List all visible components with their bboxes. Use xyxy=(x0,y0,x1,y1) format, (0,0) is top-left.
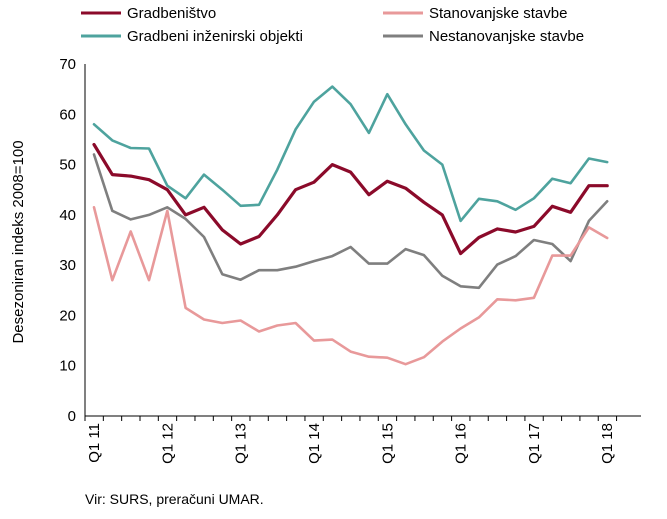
x-tick-label: Q1 15 xyxy=(379,423,396,464)
x-tick-label: Q1 18 xyxy=(599,423,616,464)
x-tick-label: Q1 13 xyxy=(233,423,250,464)
series-lines xyxy=(92,85,609,366)
legend-label-2: Gradbeni inženirski objekti xyxy=(127,28,303,45)
y-tick-label: 0 xyxy=(68,408,76,425)
legend: Gradbeništvo Stanovanjske stavbe Gradbeni … xyxy=(81,5,584,45)
x-axis: Q1 11 Q1 12 Q1 13 Q1 14 Q1 15 Q1 16 Q1 17 Q1 18 xyxy=(84,415,641,464)
legend-label-0: Gradbeništvo xyxy=(127,5,216,22)
y-axis: 0 10 20 30 40 50 60 70 xyxy=(59,56,86,425)
y-tick-label: 20 xyxy=(59,307,76,324)
y-tick-label: 10 xyxy=(59,358,76,375)
y-tick-label: 30 xyxy=(59,257,76,274)
legend-label-1: Stanovanjske stavbe xyxy=(429,5,567,22)
source-note: Vir: SURS, preračuni UMAR. xyxy=(85,491,264,507)
x-tick-label: Q1 17 xyxy=(526,423,543,464)
x-tick-label: Q1 16 xyxy=(453,423,470,464)
series-line-2 xyxy=(92,85,609,223)
y-axis-title: Desezoniran indeks 2008=100 xyxy=(10,140,27,343)
y-tick-label: 70 xyxy=(59,56,76,73)
y-tick-label: 50 xyxy=(59,157,76,174)
legend-label-3: Nestanovanjske stavbe xyxy=(429,28,584,45)
x-tick-label: Q1 11 xyxy=(86,423,103,463)
series-line-0 xyxy=(92,142,609,256)
series-line-3 xyxy=(92,153,609,290)
y-tick-label: 40 xyxy=(59,207,76,224)
series-line-1 xyxy=(92,206,609,366)
x-tick-label: Q1 14 xyxy=(306,423,323,464)
y-tick-label: 60 xyxy=(59,106,76,123)
x-tick-label: Q1 12 xyxy=(159,423,176,464)
